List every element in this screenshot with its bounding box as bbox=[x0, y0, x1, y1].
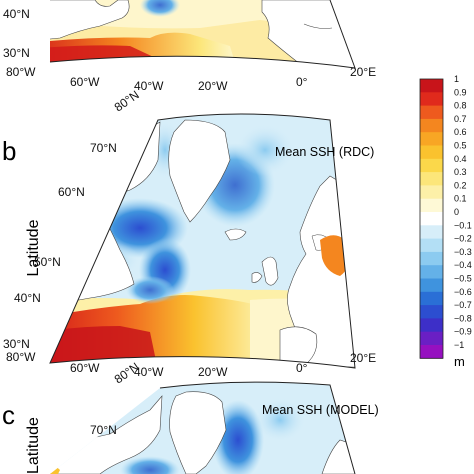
panel-b-lat-tick: 30°N bbox=[3, 337, 30, 351]
colorbar-tick-label: −0.3 bbox=[454, 247, 472, 257]
panel-b-lat-tick: 50°N bbox=[34, 255, 61, 269]
panel-a: 40°N 30°N 80°W 60°W 40°W 20°W 0° 20°E bbox=[3, 0, 376, 93]
panel-a-lon-tick: 40°W bbox=[134, 79, 164, 93]
colorbar-swatch bbox=[420, 212, 443, 226]
panel-a-lon-tick: 80°W bbox=[6, 65, 36, 79]
colorbar-tick-label: −0.8 bbox=[454, 313, 472, 323]
colorbar-ticks: 1 0.9 0.8 0.7 0.6 0.5 0.4 0.3 0.2 0.1 0 −0.1 −0.2 −0.… bbox=[454, 74, 472, 350]
colorbar-tick-label: 0.3 bbox=[454, 167, 467, 177]
colorbar-tick-label: 0.5 bbox=[454, 141, 467, 151]
panel-b-ylabel: Latitude bbox=[25, 219, 42, 276]
panel-c-frame bbox=[159, 381, 356, 474]
panel-a-field bbox=[50, 0, 355, 68]
colorbar-swatch bbox=[420, 118, 443, 133]
colorbar-unit: m bbox=[454, 354, 465, 369]
colorbar-tick-label: 0.9 bbox=[454, 87, 467, 97]
panel-b-lon-tick: 40°W bbox=[134, 365, 164, 379]
panel-b-lon-tick: 20°W bbox=[198, 365, 228, 379]
colorbar-swatches bbox=[420, 79, 443, 359]
colorbar-swatch bbox=[420, 92, 443, 106]
colorbar-tick-label: −0.4 bbox=[454, 260, 472, 270]
panel-a-lon-tick: 20°E bbox=[350, 65, 376, 79]
colorbar-swatch bbox=[420, 79, 443, 93]
colorbar-tick-label: 0.7 bbox=[454, 114, 467, 124]
panel-b-lat-tick: 60°N bbox=[58, 185, 85, 199]
panel-a-lat-tick: 30°N bbox=[3, 46, 30, 60]
panel-c: c Mean SSH (MODEL) Latitude 80°N 70°N bbox=[2, 360, 379, 474]
panel-a-lat-tick: 40°N bbox=[3, 7, 30, 21]
panel-b-frame bbox=[49, 113, 356, 369]
colorbar-tick-label: −0.2 bbox=[454, 234, 472, 244]
colorbar-swatch bbox=[420, 345, 443, 359]
panel-a-lon-tick: 60°W bbox=[70, 75, 100, 89]
colorbar-tick-label: −0.7 bbox=[454, 300, 472, 310]
panel-c-top-tick: 80°N bbox=[112, 360, 142, 387]
panel-b-lon-tick: 60°W bbox=[70, 361, 100, 375]
colorbar-tick-label: 0.6 bbox=[454, 127, 467, 137]
colorbar-swatch bbox=[420, 278, 443, 293]
panel-b-lon-tick: 20°E bbox=[350, 351, 376, 365]
colorbar-tick-label: 0.2 bbox=[454, 180, 467, 190]
colorbar-frame bbox=[419, 78, 444, 359]
colorbar-tick-label: −0.1 bbox=[454, 220, 472, 230]
colorbar-swatch bbox=[420, 291, 443, 306]
panel-a-frame bbox=[49, 0, 356, 69]
panel-a-lon-tick: 20°W bbox=[198, 79, 228, 93]
colorbar-swatch bbox=[420, 198, 443, 213]
colorbar-swatch bbox=[420, 331, 443, 346]
colorbar-tick-label: −0.9 bbox=[454, 327, 472, 337]
colorbar-swatch bbox=[420, 145, 443, 160]
colorbar-tick-label: −1 bbox=[454, 340, 464, 350]
colorbar-swatch bbox=[420, 158, 443, 173]
colorbar-swatch bbox=[420, 105, 443, 120]
panel-b-label: b bbox=[2, 136, 16, 166]
colorbar-swatch bbox=[420, 251, 443, 266]
panel-a-lon-tick: 0° bbox=[296, 75, 308, 89]
panel-c-label: c bbox=[2, 400, 15, 430]
colorbar-swatch bbox=[420, 265, 443, 279]
colorbar-tick-label: −0.6 bbox=[454, 287, 472, 297]
colorbar-swatch bbox=[420, 132, 443, 146]
colorbar-swatch bbox=[420, 238, 443, 253]
colorbar-swatch bbox=[420, 318, 443, 333]
panel-b-lat-tick: 70°N bbox=[90, 141, 117, 155]
panel-b-lat-tick: 40°N bbox=[14, 291, 41, 305]
colorbar-tick-label: −0.5 bbox=[454, 274, 472, 284]
colorbar-tick-label: 0.4 bbox=[454, 154, 467, 164]
panel-c-lat-tick: 70°N bbox=[90, 423, 117, 437]
colorbar-swatch bbox=[420, 172, 443, 186]
panel-c-title: Mean SSH (MODEL) bbox=[262, 403, 379, 417]
panel-b: b Mean SSH (RDC) Latitude 80°N 70°N 60°N… bbox=[2, 88, 376, 379]
colorbar-tick-label: 1 bbox=[454, 74, 459, 84]
panel-b-lon-tick: 0° bbox=[296, 361, 308, 375]
panel-c-ylabel: Latitude bbox=[25, 417, 42, 474]
colorbar-tick-label: 0.1 bbox=[454, 194, 467, 204]
panel-b-lon-tick: 80°W bbox=[6, 350, 36, 364]
colorbar-swatch bbox=[420, 305, 443, 319]
colorbar-swatch bbox=[420, 225, 443, 239]
colorbar: 1 0.9 0.8 0.7 0.6 0.5 0.4 0.3 0.2 0.1 0 −0.1 −0.2 −0.… bbox=[419, 74, 472, 369]
colorbar-tick-label: 0 bbox=[454, 207, 459, 217]
panel-b-title: Mean SSH (RDC) bbox=[275, 145, 374, 159]
colorbar-swatch bbox=[420, 185, 443, 200]
colorbar-tick-label: 0.8 bbox=[454, 101, 467, 111]
